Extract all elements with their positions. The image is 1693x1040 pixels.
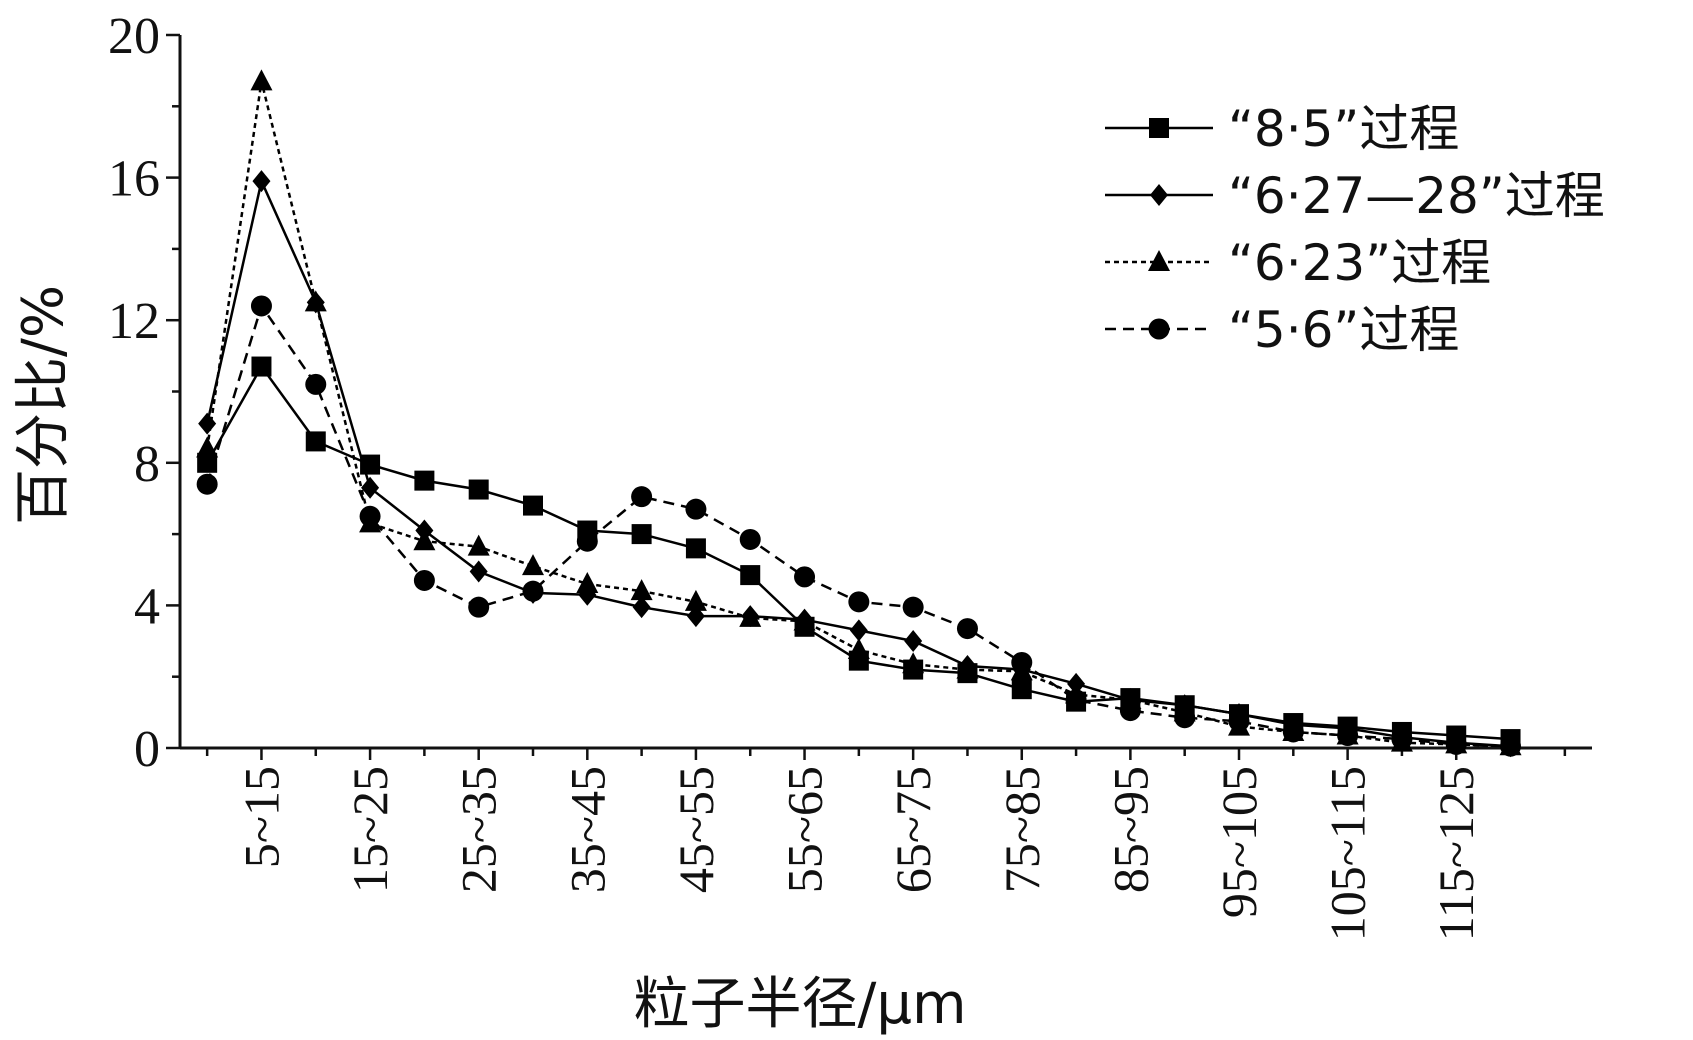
data-point-triangle — [196, 436, 219, 458]
data-point-circle — [794, 566, 816, 588]
x-tick-label: 85~95 — [1102, 766, 1158, 893]
y-tick-label: 20 — [108, 8, 160, 65]
data-point-square — [305, 431, 326, 452]
y-tick-label: 16 — [108, 151, 160, 208]
data-point-triangle — [467, 534, 490, 556]
data-point-diamond — [198, 412, 217, 435]
data-point-square — [685, 538, 706, 559]
x-tick-label: 105~115 — [1320, 766, 1376, 941]
y-axis-title: 百分比/% — [11, 285, 76, 525]
data-point-diamond — [849, 619, 868, 642]
data-point-circle — [305, 373, 327, 395]
data-point-diamond — [904, 630, 923, 653]
data-point-square — [251, 356, 272, 377]
data-point-square — [360, 454, 381, 475]
data-point-circle — [1500, 735, 1522, 757]
x-tick-labels: 5~15 15~25 25~35 35~45 45~55 55~65 65~75 75~85 8… — [233, 766, 1484, 941]
x-axis-title: 粒子半径/μm — [633, 972, 966, 1037]
x-tick-label: 75~85 — [994, 766, 1050, 893]
data-point-circle — [956, 618, 978, 640]
legend-marker-circle — [1148, 318, 1170, 340]
data-point-circle — [1174, 707, 1196, 729]
x-tick-label: 35~45 — [559, 766, 615, 893]
x-tick-label: 65~75 — [885, 766, 941, 893]
data-point-triangle — [250, 69, 273, 91]
data-point-triangle — [630, 579, 653, 601]
data-point-diamond — [361, 476, 380, 499]
x-tick-label: 115~125 — [1428, 766, 1484, 941]
x-tick-label: 95~105 — [1211, 766, 1267, 918]
data-point-diamond — [632, 596, 651, 619]
legend-label: “5·6”过程 — [1228, 301, 1459, 359]
legend-marker-diamond — [1150, 184, 1168, 206]
y-tick-label: 0 — [134, 721, 160, 778]
data-point-circle — [1337, 725, 1359, 747]
data-point-circle — [359, 505, 381, 527]
data-point-square — [414, 470, 435, 491]
legend-label: “8·5”过程 — [1228, 100, 1459, 158]
data-point-circle — [1011, 651, 1033, 673]
y-tick-labels: 0 4 8 12 16 20 — [108, 8, 160, 778]
legend-label: “6·27—28”过程 — [1228, 167, 1605, 225]
data-point-circle — [250, 295, 272, 317]
data-point-diamond — [469, 560, 488, 583]
x-tick-label: 45~55 — [668, 766, 724, 893]
data-point-square — [631, 524, 652, 545]
data-point-triangle — [684, 589, 707, 611]
data-point-triangle — [304, 290, 327, 312]
data-point-circle — [196, 473, 218, 495]
data-point-triangle — [576, 572, 599, 594]
data-point-circle — [1065, 689, 1087, 711]
data-point-square — [468, 479, 489, 500]
x-tick-label: 5~15 — [233, 766, 289, 868]
data-point-circle — [1228, 710, 1250, 732]
data-point-triangle — [413, 529, 436, 551]
data-point-square — [197, 452, 218, 473]
legend-label: “6·23”过程 — [1228, 234, 1491, 292]
x-tick-label: 25~35 — [451, 766, 507, 893]
y-tick-label: 4 — [134, 578, 160, 635]
data-point-triangle — [956, 657, 979, 679]
data-point-circle — [522, 580, 544, 602]
data-point-circle — [1282, 721, 1304, 743]
legend-marker-square — [1149, 118, 1169, 138]
data-point-circle — [576, 530, 598, 552]
x-tick-label: 55~65 — [777, 766, 833, 893]
data-point-circle — [848, 591, 870, 613]
series-line-square — [206, 364, 1511, 741]
data-point-triangle — [847, 637, 870, 659]
data-point-triangle — [902, 652, 925, 674]
legend-marker-triangle — [1148, 250, 1170, 271]
data-point-circle — [468, 596, 490, 618]
data-point-square — [740, 565, 761, 586]
data-point-square — [1011, 679, 1032, 700]
data-point-triangle — [739, 605, 762, 627]
legend: “8·5”过程 “6·27—28”过程 “6·23”过程 “5·6”过程 — [1105, 100, 1605, 359]
y-tick-label: 12 — [108, 293, 160, 350]
data-point-circle — [1119, 700, 1141, 722]
data-point-diamond — [252, 170, 271, 193]
x-tick-label: 15~25 — [342, 766, 398, 893]
data-point-triangle — [522, 554, 544, 576]
series-line-circle — [206, 303, 1511, 748]
data-point-circle — [739, 528, 761, 550]
data-point-circle — [1445, 733, 1467, 755]
data-point-circle — [685, 498, 707, 520]
y-tick-label: 8 — [134, 436, 160, 493]
data-point-circle — [631, 486, 653, 508]
data-point-circle — [413, 569, 435, 591]
series-markers — [196, 69, 1522, 758]
data-point-square — [523, 495, 543, 516]
data-point-triangle — [793, 609, 816, 631]
data-point-circle — [902, 596, 924, 618]
data-point-circle — [1391, 728, 1413, 750]
